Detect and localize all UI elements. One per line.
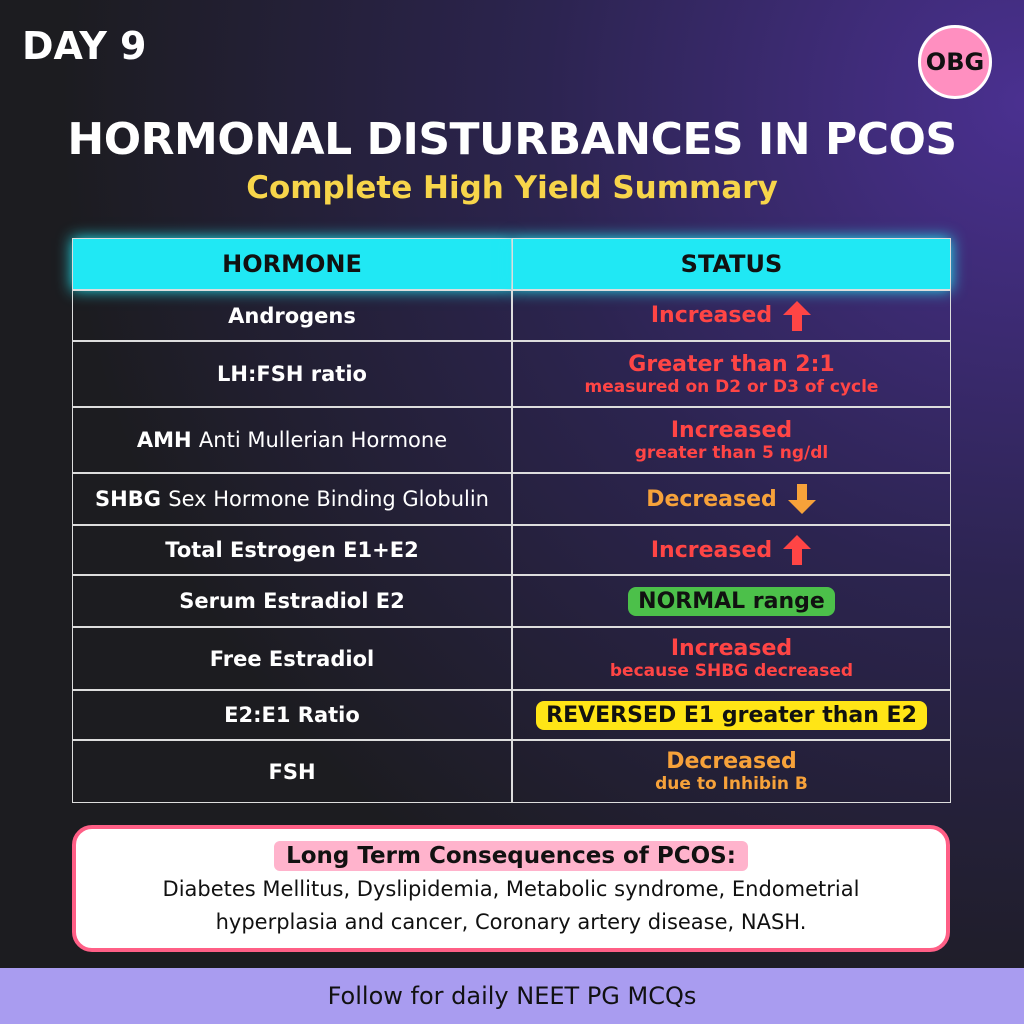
status-cell: Increased: [512, 290, 951, 341]
hormone-detail: Sex Hormone Binding Globulin: [168, 487, 489, 511]
header-cell: STATUS: [512, 238, 951, 290]
hormone: Total Estrogen E1+E2: [165, 538, 419, 562]
hormone: Free Estradiol: [209, 646, 375, 671]
hormone-name: Androgens: [228, 304, 356, 328]
status-detail: greater than 5 ng/dl: [634, 442, 829, 463]
status: NORMAL range: [628, 586, 835, 616]
status-text: Greater than 2:1: [628, 351, 835, 377]
status: REVERSED E1 greater than E2: [536, 700, 927, 730]
status: Decreased: [666, 749, 797, 774]
hormone-name: Total Estrogen E1+E2: [165, 538, 418, 562]
status-cell: Greater than 2:1 measured on D2 or D3 of …: [512, 341, 951, 407]
hormone-name: Free Estradiol: [210, 647, 374, 671]
status: Decreased: [646, 483, 817, 515]
hormone: Serum Estradiol E2: [179, 589, 405, 613]
hormone-name: AMH Anti Mullerian Hormone: [137, 428, 447, 452]
status-detail: measured on D2 or D3 of cycle: [584, 376, 879, 397]
arrow-shape: [783, 535, 812, 565]
table: HORMONE STATUS Androgens Increased LH:FSH ra…: [72, 238, 951, 803]
hormone: LH:FSH ratio: [217, 362, 367, 386]
hormone-cell: Androgens: [72, 290, 512, 341]
status-cell: Decreased: [512, 473, 951, 525]
hormone-cell: SHBG Sex Hormone Binding Globulin: [72, 473, 512, 525]
status-detail: because SHBG decreased: [609, 661, 854, 681]
subtitle: Complete High Yield Summary: [246, 170, 778, 206]
status-cell: NORMAL range: [512, 575, 951, 627]
status-text: NORMAL range: [628, 586, 835, 616]
status-text: Increased: [670, 417, 793, 443]
arrow-shape: [787, 484, 816, 514]
hormone-name: E2:E1 Ratio: [224, 703, 360, 727]
hormone-cell: Total Estrogen E1+E2: [72, 525, 512, 575]
status-text: Decreased: [646, 486, 777, 512]
status-cell: Increased greater than 5 ng/dl: [512, 407, 951, 473]
status: Increased: [651, 534, 812, 566]
hormone-cell: FSH: [72, 740, 512, 803]
arrow-up: [783, 535, 812, 565]
status-cell: REVERSED E1 greater than E2: [512, 690, 951, 740]
status-cell: Increased because SHBG decreased: [512, 627, 951, 690]
hormone-cell: Serum Estradiol E2: [72, 575, 512, 627]
arrow-shape: [783, 300, 812, 331]
consequences-text: Diabetes Mellitus, Dyslipidemia, Metabol…: [162, 877, 860, 934]
status-text: Decreased: [666, 749, 797, 774]
status-text: REVERSED E1 greater than E2: [536, 700, 927, 730]
status: Increased: [671, 636, 792, 661]
status-detail: due to Inhibin B: [655, 774, 808, 794]
day-label: DAY 9: [22, 24, 147, 68]
hormone-cell: E2:E1 Ratio: [72, 690, 512, 740]
hormone: AMH: [136, 428, 192, 452]
footer: Follow for daily NEET PG MCQs: [0, 968, 1024, 1024]
hormone-name: LH:FSH ratio: [217, 362, 367, 386]
consequences-title: Long Term Consequences of PCOS:: [274, 841, 748, 871]
hormone: SHBG: [95, 487, 161, 511]
arrow-up: [783, 300, 812, 331]
badge: OBG: [918, 25, 992, 99]
hormone: E2:E1 Ratio: [224, 703, 360, 727]
hormone-detail: Anti Mullerian Hormone: [198, 428, 448, 452]
status-cell: Increased: [512, 525, 951, 575]
hormone: FSH: [268, 759, 316, 784]
hormone-name: FSH: [268, 760, 315, 784]
hormone-cell: AMH Anti Mullerian Hormone: [72, 407, 512, 473]
hormone-name: Serum Estradiol E2: [179, 589, 404, 613]
arrow-down: [787, 484, 816, 514]
status: Increased: [651, 300, 812, 332]
status: Greater than 2:1: [628, 352, 834, 377]
hormone-cell: LH:FSH ratio: [72, 341, 512, 407]
hormone-name: SHBG Sex Hormone Binding Globulin: [95, 487, 489, 511]
header-cell: HORMONE: [72, 238, 512, 290]
hormone-cell: Free Estradiol: [72, 627, 512, 690]
status-text: Increased: [650, 303, 773, 328]
consequences-box: Long Term Consequences of PCOS: Diabetes…: [72, 825, 950, 952]
status-text: Increased: [650, 537, 773, 563]
status-cell: Decreased due to Inhibin B: [512, 740, 951, 803]
status: Increased: [671, 418, 792, 443]
hormone: Androgens: [228, 303, 356, 328]
title: HORMONAL DISTURBANCES IN PCOS: [67, 114, 957, 165]
status-text: Increased: [670, 636, 793, 661]
